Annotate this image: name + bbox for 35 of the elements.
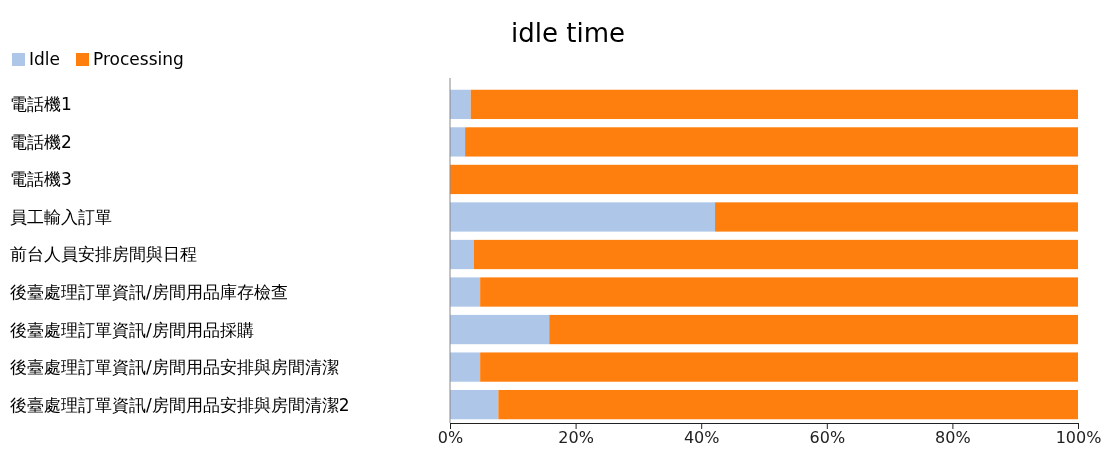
chart-title: idle time xyxy=(511,18,625,48)
bar xyxy=(473,239,1078,270)
bar xyxy=(450,89,471,120)
bar xyxy=(715,202,1078,232)
y-tick-label: 電話機2 xyxy=(10,131,72,152)
bar xyxy=(450,127,466,157)
y-tick-label: 電話機1 xyxy=(10,94,72,115)
y-tick-label: 後臺處理訂單資訊/房間用品安排與房間清潔2 xyxy=(10,394,350,415)
x-tick-label: 80% xyxy=(935,428,971,448)
bar xyxy=(450,277,481,307)
bar xyxy=(480,277,1078,307)
y-tick-label: 後臺處理訂單資訊/房間用品庫存檢查 xyxy=(10,281,288,302)
y-tick-label: 前台人員安排房間與日程 xyxy=(10,244,197,265)
bar xyxy=(450,389,499,420)
x-tick-label: 60% xyxy=(809,428,846,448)
y-tick-label: 員工輸入訂單 xyxy=(10,206,112,227)
bar xyxy=(498,389,1078,420)
legend-label: Processing xyxy=(93,49,184,69)
y-tick-label: 後臺處理訂單資訊/房間用品採購 xyxy=(10,319,254,340)
legend-label: Idle xyxy=(29,49,60,69)
bar xyxy=(470,89,1078,120)
bar xyxy=(549,314,1078,345)
bar xyxy=(450,239,474,270)
bar xyxy=(465,127,1078,157)
x-tick-label: 0% xyxy=(437,428,464,448)
y-tick-label: 電話機3 xyxy=(10,169,72,190)
x-tick-label: 40% xyxy=(683,428,720,448)
bar xyxy=(450,164,1078,195)
bar xyxy=(450,314,550,345)
bar xyxy=(450,202,716,232)
x-tick-label: 100% xyxy=(1055,428,1102,448)
bar xyxy=(450,352,481,382)
x-tick-label: 20% xyxy=(558,428,594,448)
y-tick-label: 後臺處理訂單資訊/房間用品安排與房間清潔 xyxy=(10,357,339,378)
bar xyxy=(480,352,1078,382)
